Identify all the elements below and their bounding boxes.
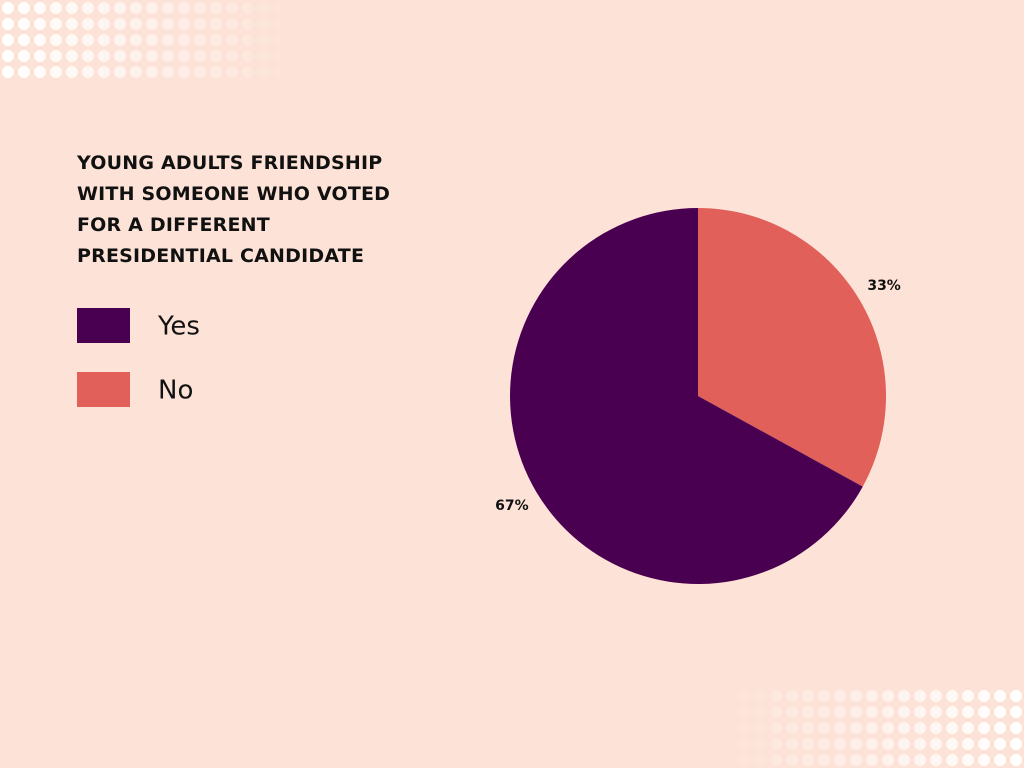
pie-slice xyxy=(698,208,887,487)
legend-swatch xyxy=(77,308,130,343)
data-label: 33% xyxy=(867,278,901,294)
chart-title: YOUNG ADULTS FRIENDSHIP WITH SOMEONE WHO… xyxy=(77,152,391,267)
legend-label: No xyxy=(158,376,193,406)
decor-dots xyxy=(0,0,300,80)
legend-swatch xyxy=(77,372,130,407)
legend-label: Yes xyxy=(157,312,200,342)
decor-dots xyxy=(720,690,1024,768)
data-label: 67% xyxy=(495,498,529,514)
pie-slice xyxy=(510,208,863,584)
